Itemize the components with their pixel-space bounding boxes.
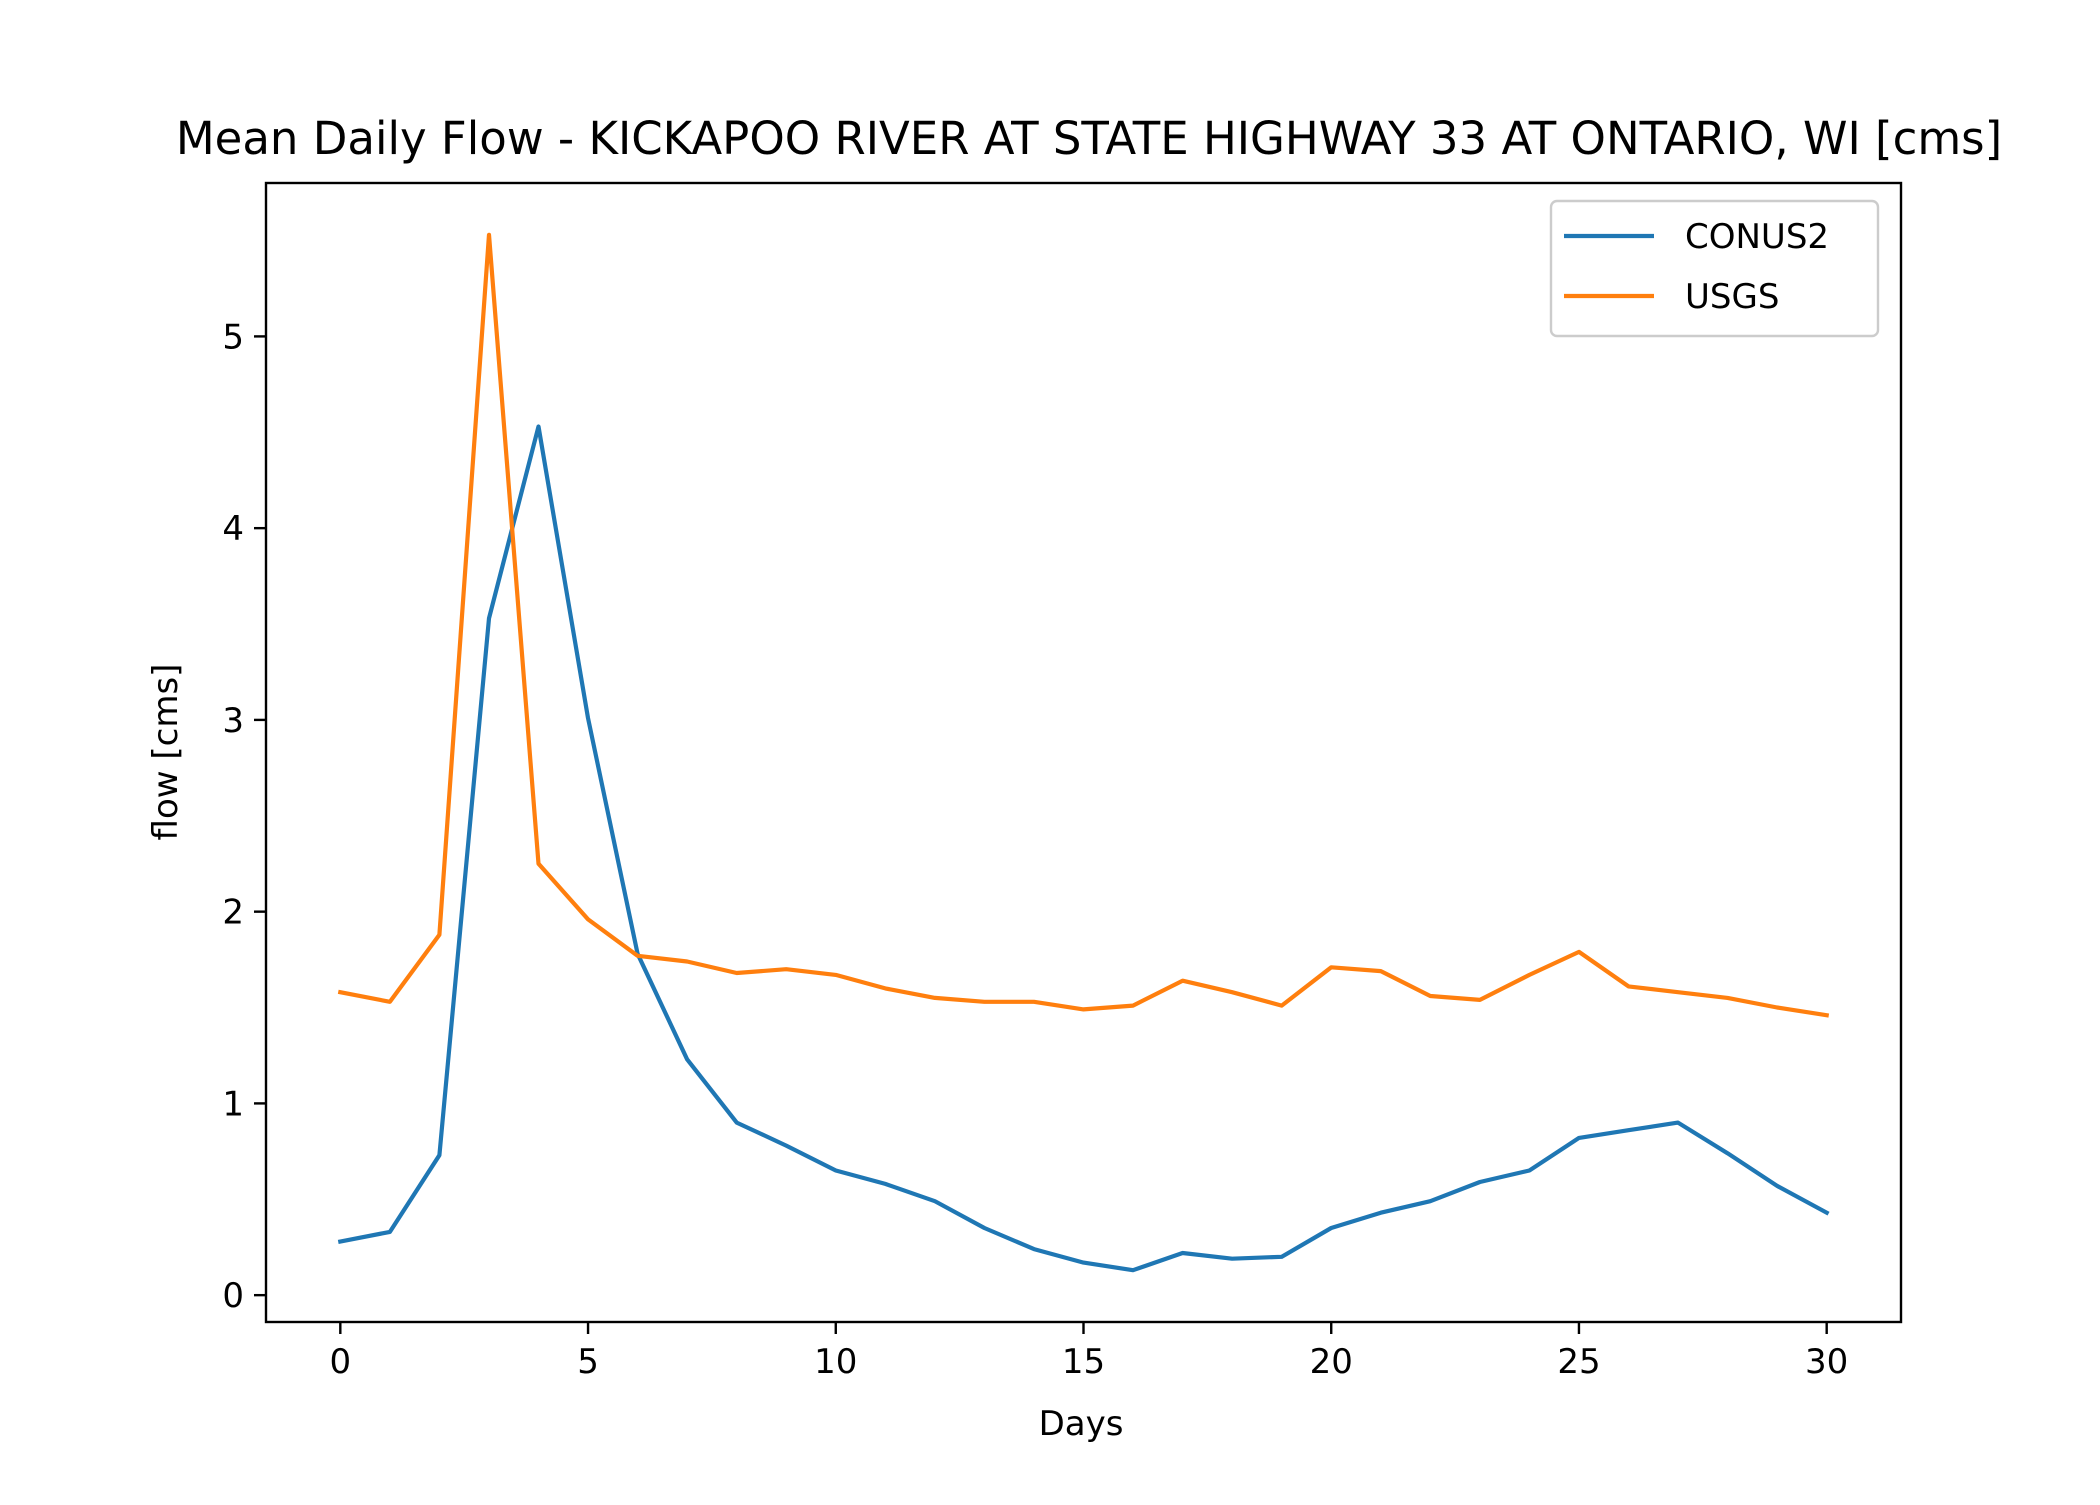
y-tick-label: 0: [222, 1276, 244, 1316]
y-tick-label: 5: [222, 317, 244, 357]
plot-frame: [264, 181, 1903, 1324]
series-layer: [337, 232, 1830, 1273]
y-tick-label: 4: [222, 509, 244, 549]
y-tick-label: 1: [222, 1084, 244, 1124]
x-tick-label: 0: [329, 1342, 351, 1382]
y-tick-label: 3: [222, 701, 244, 741]
x-tick-label: 30: [1805, 1342, 1848, 1382]
x-tick-label: 10: [814, 1342, 857, 1382]
x-tick-label: 5: [577, 1342, 599, 1382]
series-line-conus2: [337, 424, 1830, 1273]
plot-area: [264, 181, 1903, 1324]
x-axis: 0 5 10 15 20 25 30: [329, 1322, 1848, 1382]
legend-label-conus2: CONUS2: [1685, 217, 1829, 257]
legend-label-usgs: USGS: [1685, 277, 1779, 317]
y-tick-label: 2: [222, 893, 244, 933]
x-tick-label: 15: [1062, 1342, 1105, 1382]
x-tick-label: 20: [1310, 1342, 1353, 1382]
chart-title: Mean Daily Flow - KICKAPOO RIVER AT STAT…: [176, 112, 2002, 165]
x-tick-label: 25: [1557, 1342, 1600, 1382]
y-axis-label: flow [cms]: [146, 664, 186, 841]
y-axis: 0 1 2 3 4 5: [222, 317, 266, 1316]
x-axis-label: Days: [1039, 1404, 1124, 1444]
series-line-usgs: [337, 232, 1830, 1018]
legend: CONUS2 USGS: [1549, 199, 1880, 338]
